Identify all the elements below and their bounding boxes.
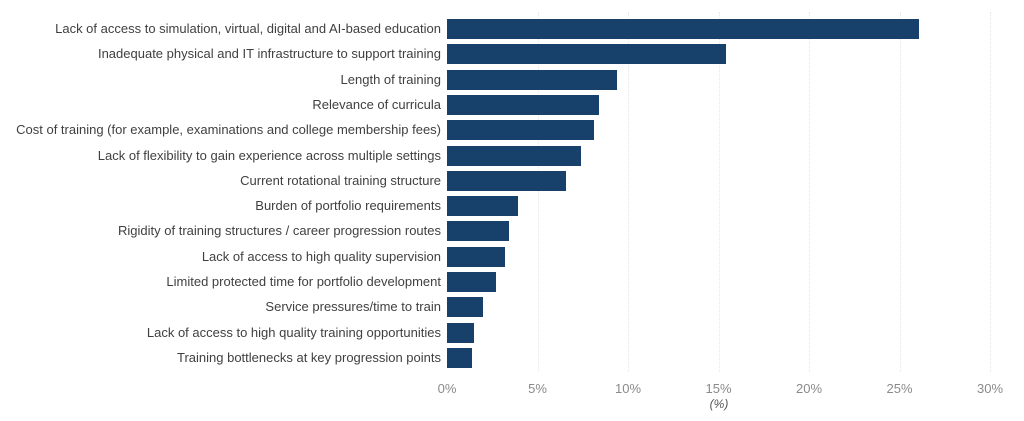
- x-tick-label: 5%: [528, 381, 547, 396]
- bar[interactable]: [447, 322, 475, 343]
- x-tick-label: 10%: [614, 381, 642, 396]
- category-label: Current rotational training structure: [240, 172, 441, 188]
- bar[interactable]: [447, 221, 509, 242]
- bar[interactable]: [447, 145, 581, 166]
- category-label: Relevance of curricula: [312, 96, 441, 112]
- bar[interactable]: [447, 196, 518, 217]
- gridline: [899, 12, 901, 372]
- category-label: Burden of portfolio requirements: [255, 198, 441, 214]
- category-label: Service pressures/time to train: [265, 299, 441, 315]
- category-label: Limited protected time for portfolio dev…: [166, 274, 441, 289]
- category-label: Lack of access to high quality training …: [146, 324, 441, 340]
- category-label: Inadequate physical and IT infrastructur…: [97, 46, 441, 62]
- bar[interactable]: [447, 347, 473, 368]
- bar[interactable]: [447, 170, 567, 191]
- category-label: Training bottlenecks at key progression …: [177, 349, 441, 365]
- bar[interactable]: [447, 69, 618, 90]
- gridline: [537, 12, 539, 372]
- category-label: Rigidity of training structures / career…: [118, 223, 441, 239]
- category-label: Lack of access to simulation, virtual, d…: [55, 21, 441, 36]
- bar[interactable]: [447, 44, 726, 65]
- bar[interactable]: [447, 19, 920, 39]
- category-label: Lack of access to high quality supervisi…: [201, 248, 441, 264]
- x-tick-label: 25%: [886, 381, 913, 396]
- category-label: Length of training: [340, 71, 441, 87]
- x-axis-title: (%): [709, 397, 729, 411]
- bar[interactable]: [447, 297, 484, 318]
- x-tick-label: 20%: [795, 381, 823, 396]
- x-tick-label: 15%: [705, 381, 732, 396]
- bar[interactable]: [447, 120, 594, 141]
- category-label: Lack of flexibility to gain experience a…: [97, 147, 441, 163]
- gridline: [809, 12, 810, 372]
- x-tick-label: 30%: [976, 381, 1004, 396]
- gridline: [628, 12, 629, 372]
- x-tick-label: 0%: [437, 381, 457, 396]
- category-label: Cost of training (for example, examinati…: [16, 122, 441, 138]
- bar[interactable]: [447, 246, 505, 267]
- gridline: [718, 12, 720, 372]
- gridline: [990, 12, 991, 372]
- bar[interactable]: [447, 272, 496, 292]
- bar[interactable]: [447, 94, 600, 115]
